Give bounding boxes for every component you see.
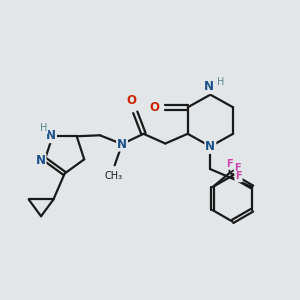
Text: N: N	[206, 140, 215, 153]
Text: H: H	[217, 77, 224, 87]
Text: O: O	[127, 94, 137, 107]
Text: F: F	[235, 163, 241, 173]
Text: F: F	[235, 172, 242, 182]
Text: N: N	[36, 154, 46, 167]
Text: O: O	[149, 101, 159, 114]
Text: N: N	[204, 80, 214, 93]
Text: CH₃: CH₃	[104, 171, 122, 181]
Text: F: F	[226, 159, 232, 169]
Text: N: N	[117, 138, 127, 151]
Text: H: H	[40, 123, 47, 133]
Text: N: N	[46, 129, 56, 142]
